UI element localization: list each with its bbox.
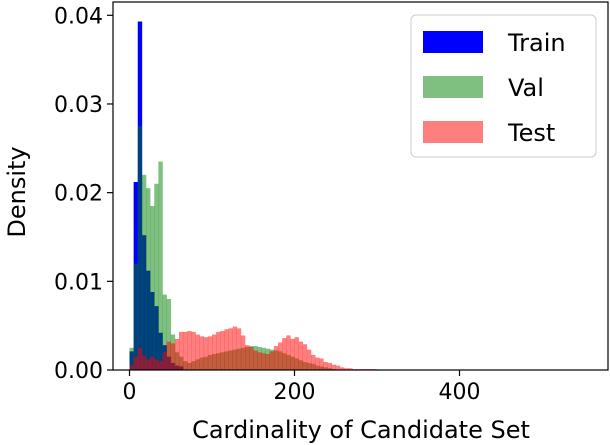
bar-test (339, 367, 345, 370)
y-tick-label: 0.01 (54, 270, 103, 295)
legend-swatch-val (423, 76, 483, 98)
plot-frame (112, 1, 609, 371)
bar-test (150, 356, 155, 370)
bar-test (245, 345, 250, 370)
bar-test (199, 336, 205, 370)
bar-test (187, 330, 192, 370)
legend: Train Val Test (410, 14, 597, 158)
x-tick-label: 400 (439, 380, 481, 405)
bar-val (133, 263, 139, 370)
y-tick-label: 0.04 (54, 4, 103, 29)
bar-test (195, 334, 200, 370)
bar-test (335, 365, 341, 370)
bar-test (207, 336, 213, 370)
bar-test (154, 359, 159, 370)
y-axis-label: Density (3, 146, 31, 237)
ticks: 0 200 400 0.00 0.01 0.02 0.03 0.04 (54, 4, 480, 405)
bar-test (166, 341, 172, 370)
bar-test (212, 334, 217, 370)
x-tick-label: 200 (274, 380, 316, 405)
bar-test (327, 362, 332, 370)
bar-test (265, 354, 271, 370)
bar-test (257, 352, 262, 370)
bar-test (269, 351, 275, 370)
bar-test (174, 338, 180, 370)
legend-swatch-train (423, 31, 483, 53)
bar-test (220, 330, 225, 370)
bar-test (224, 329, 229, 370)
bar-val (166, 299, 172, 370)
bar-test (319, 358, 324, 370)
bar-test (170, 343, 176, 370)
bar-test (306, 349, 312, 370)
bar-val (154, 183, 159, 370)
x-tick-label: 0 (123, 380, 137, 405)
bar-test (298, 341, 304, 370)
y-tick-label: 0.00 (54, 359, 103, 384)
bar-val (162, 294, 167, 370)
bar-test (311, 354, 316, 370)
bar-test (183, 331, 188, 370)
y-tick-label: 0.03 (54, 93, 103, 118)
histogram-bars (129, 21, 378, 370)
bar-test (278, 342, 283, 370)
bar-test (348, 368, 353, 370)
bar-test (282, 338, 287, 370)
bar-val (129, 347, 134, 370)
bar-test (286, 335, 291, 370)
legend-label-val: Val (508, 74, 544, 102)
bar-test (129, 365, 134, 370)
bar-test (141, 355, 147, 370)
bar-val (146, 188, 151, 370)
bar-test (249, 346, 254, 370)
bar-test (216, 331, 221, 370)
legend-label-test: Test (507, 119, 555, 147)
bar-test (158, 361, 163, 370)
bar-test (203, 337, 209, 370)
bar-test (191, 331, 196, 370)
y-tick-label: 0.02 (54, 182, 103, 207)
bar-val (137, 126, 143, 370)
bar-test (179, 331, 184, 370)
series-test (129, 326, 378, 370)
bar-test (331, 364, 337, 370)
bar-test (146, 359, 151, 370)
bar-test (323, 362, 328, 370)
bar-test (344, 368, 349, 370)
legend-swatch-test (423, 121, 483, 143)
bar-test (162, 352, 167, 370)
axes (112, 1, 609, 371)
bar-test (290, 338, 295, 370)
bar-test (253, 350, 258, 370)
bar-test (240, 335, 246, 370)
bar-test (302, 344, 308, 370)
bar-test (315, 357, 320, 370)
bar-test (137, 347, 143, 370)
x-axis-label: Cardinality of Candidate Set (192, 416, 530, 444)
bar-test (133, 356, 139, 370)
bar-val (141, 174, 147, 370)
bar-test (232, 326, 238, 370)
bar-val (158, 161, 163, 370)
bar-test (261, 353, 266, 370)
bar-test (273, 346, 279, 370)
bar-val (150, 205, 155, 370)
bar-test (294, 337, 299, 370)
bar-test (228, 328, 233, 370)
legend-label-train: Train (507, 29, 566, 57)
bar-test (236, 328, 242, 370)
